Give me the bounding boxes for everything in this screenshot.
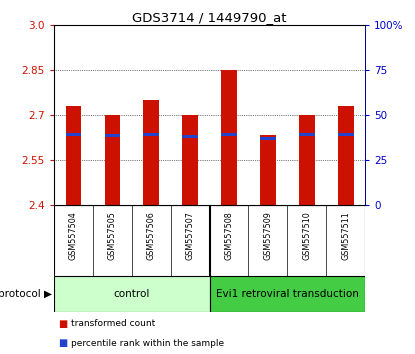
Bar xyxy=(221,132,237,136)
Bar xyxy=(299,115,315,205)
Title: GDS3714 / 1449790_at: GDS3714 / 1449790_at xyxy=(132,11,287,24)
Bar xyxy=(221,70,237,205)
Text: control: control xyxy=(114,289,150,299)
Bar xyxy=(66,106,81,205)
Bar xyxy=(105,134,120,137)
Text: ■: ■ xyxy=(58,338,67,348)
Bar xyxy=(182,115,198,205)
Text: GSM557510: GSM557510 xyxy=(303,211,311,260)
Text: Evi1 retroviral transduction: Evi1 retroviral transduction xyxy=(216,289,359,299)
Text: ■: ■ xyxy=(58,319,67,329)
Text: GSM557505: GSM557505 xyxy=(108,211,117,260)
Text: GSM557508: GSM557508 xyxy=(225,211,234,260)
Text: transformed count: transformed count xyxy=(71,319,155,329)
Text: percentile rank within the sample: percentile rank within the sample xyxy=(71,339,224,348)
Bar xyxy=(144,100,159,205)
FancyBboxPatch shape xyxy=(54,276,210,312)
Text: GSM557507: GSM557507 xyxy=(186,211,195,260)
Bar xyxy=(260,135,276,205)
Text: protocol ▶: protocol ▶ xyxy=(0,289,52,299)
Bar xyxy=(66,133,81,136)
Bar xyxy=(260,137,276,140)
Bar xyxy=(144,132,159,136)
FancyBboxPatch shape xyxy=(210,276,365,312)
Text: GSM557511: GSM557511 xyxy=(341,211,350,260)
Text: GSM557509: GSM557509 xyxy=(264,211,272,260)
Bar xyxy=(338,106,354,205)
Bar xyxy=(105,115,120,205)
Text: GSM557506: GSM557506 xyxy=(147,211,156,260)
Bar xyxy=(338,132,354,136)
Bar xyxy=(182,135,198,138)
Bar xyxy=(299,133,315,136)
Text: GSM557504: GSM557504 xyxy=(69,211,78,260)
